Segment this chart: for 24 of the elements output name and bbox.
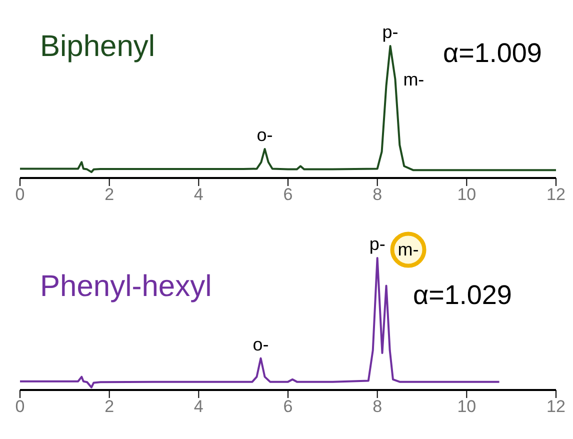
- x-tick-label: 2: [104, 397, 114, 416]
- x-tick-label: 0: [15, 397, 25, 416]
- x-tick-label: 4: [194, 397, 204, 416]
- annotation: o-: [256, 124, 273, 145]
- x-tick-label: 10: [457, 185, 476, 204]
- x-tick-label: 8: [372, 185, 382, 204]
- x-tick-label: 6: [283, 185, 293, 204]
- annotation: α=1.029: [413, 280, 512, 311]
- annotation: p-: [369, 234, 386, 254]
- annotation: o-: [252, 334, 269, 354]
- annotation: p-: [382, 22, 398, 42]
- annotation: m-: [403, 69, 424, 90]
- x-tick-label: 8: [372, 397, 382, 416]
- x-tick-label: 6: [283, 397, 293, 416]
- x-tick-label: 4: [194, 185, 204, 204]
- chart-title: Biphenyl: [40, 30, 156, 64]
- x-tick-label: 2: [104, 185, 114, 204]
- chart-title: Phenyl-hexyl: [40, 270, 212, 304]
- x-tick-label: 12: [546, 397, 566, 416]
- x-tick-label: 12: [546, 185, 566, 204]
- x-tick-label: 10: [457, 397, 476, 416]
- annotation: m-: [398, 240, 419, 260]
- annotation: α=1.009: [443, 38, 542, 69]
- x-tick-label: 0: [15, 185, 25, 204]
